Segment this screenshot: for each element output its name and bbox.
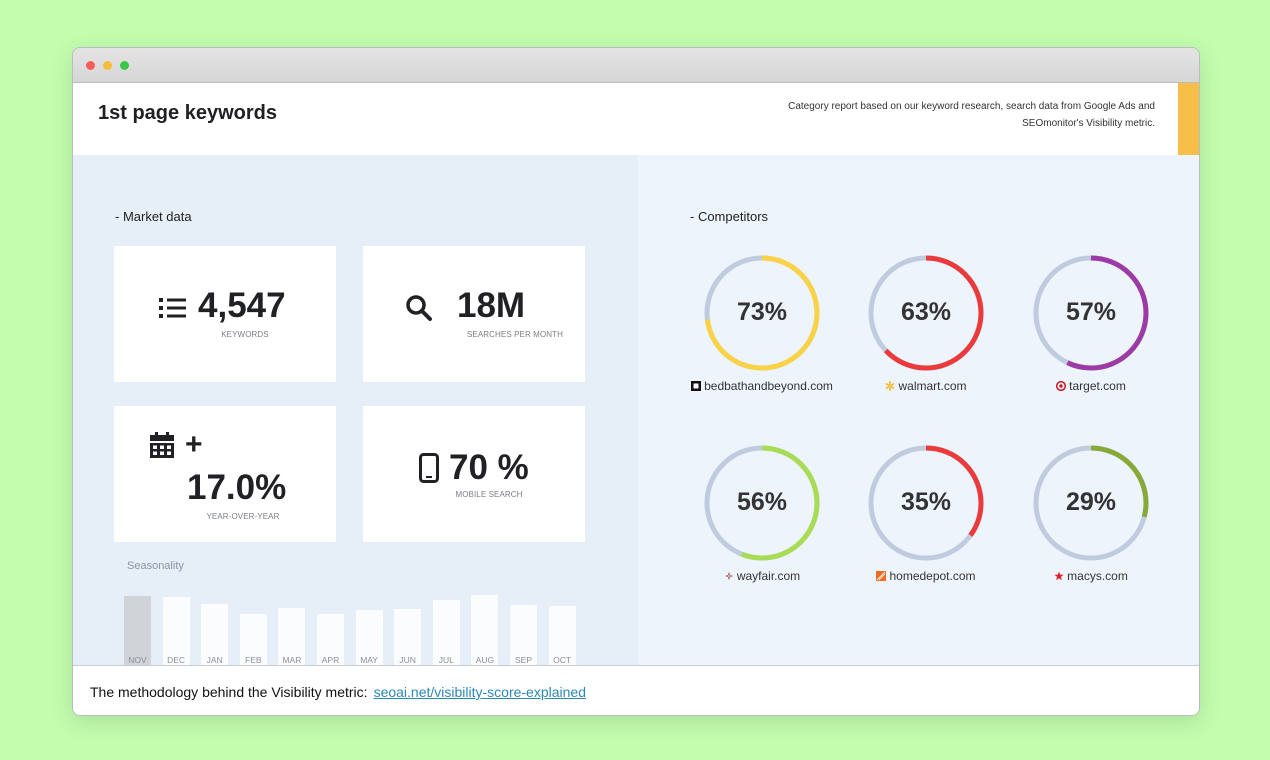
mobile-value: 70 % bbox=[449, 448, 529, 487]
walmart-spark-icon bbox=[886, 381, 895, 391]
mobile-label: MOBILE SEARCH bbox=[455, 490, 523, 499]
yoy-sign: + bbox=[185, 428, 203, 461]
seasonality-bar-oct bbox=[548, 606, 576, 665]
target-bullseye-icon bbox=[1056, 381, 1067, 391]
seasonality-month-label: OCT bbox=[553, 655, 572, 665]
competitor-donut bbox=[1033, 445, 1149, 561]
macys-star-icon bbox=[1054, 571, 1064, 581]
donut-arc-walmart bbox=[868, 255, 984, 371]
seasonality-month-label: MAY bbox=[360, 655, 378, 665]
competitor-domain: target.com bbox=[1006, 379, 1176, 393]
donut-arc-homedepot bbox=[868, 445, 984, 561]
competitor-percent: 57% bbox=[1065, 298, 1117, 326]
window-titlebar bbox=[73, 48, 1199, 83]
seasonality-month-label: DEC bbox=[167, 655, 186, 665]
seasonality-month-label: JUL bbox=[438, 655, 454, 665]
browser-window: 1st page keywords Category report based … bbox=[72, 47, 1200, 716]
header-description: Category report based on our keyword res… bbox=[715, 98, 1155, 132]
bedbath-favicon-icon bbox=[691, 381, 702, 391]
competitor-domain-text: bedbathandbeyond.com bbox=[704, 379, 833, 393]
donut-arc-target bbox=[1033, 255, 1149, 371]
competitor-percent: 29% bbox=[1065, 488, 1117, 516]
competitor-domain-text: target.com bbox=[1069, 379, 1126, 393]
homedepot-logo-icon bbox=[876, 571, 887, 581]
competitor-donut bbox=[1033, 255, 1149, 371]
competitor-domain: walmart.com bbox=[841, 379, 1011, 393]
keywords-value: 4,547 bbox=[198, 286, 286, 325]
minimize-window-button[interactable] bbox=[103, 61, 112, 70]
yoy-value: 17.0% bbox=[187, 468, 287, 507]
footer-text: The methodology behind the Visibility me… bbox=[90, 684, 586, 700]
searches-label: SEARCHES PER MONTH bbox=[466, 330, 564, 339]
competitors-panel: - Competitors 73% bedbathandbeyond.com 63%… bbox=[638, 155, 1199, 665]
seasonality-bar-may bbox=[355, 609, 383, 665]
seasonality-month-label: MAR bbox=[282, 655, 302, 665]
competitor-domain-text: walmart.com bbox=[898, 379, 967, 393]
seasonality-bar-aug bbox=[471, 595, 499, 665]
competitors-label: - Competitors bbox=[690, 209, 769, 224]
list-icon bbox=[159, 298, 186, 318]
seasonality-month-label: NOV bbox=[128, 655, 147, 665]
seasonality-month-label: FEB bbox=[245, 655, 262, 665]
competitor-domain: wayfair.com bbox=[677, 569, 847, 583]
seasonality-bar-apr bbox=[317, 613, 344, 665]
mobile-icon bbox=[419, 453, 439, 483]
seasonality-month-label: APR bbox=[321, 655, 340, 665]
seasonality-bar-nov bbox=[124, 596, 151, 665]
header-description-line1: Category report based on our keyword res… bbox=[788, 101, 1155, 112]
seasonality-bar-feb bbox=[239, 613, 267, 665]
seasonality-bar-sep bbox=[510, 605, 537, 665]
seasonality-month-label: JUN bbox=[399, 655, 416, 665]
seasonality-bar-mar bbox=[278, 607, 306, 665]
footer: The methodology behind the Visibility me… bbox=[73, 665, 1199, 715]
report-header: 1st page keywords Category report based … bbox=[73, 83, 1199, 155]
seasonality-label: Seasonality bbox=[127, 560, 184, 572]
wayfair-pinwheel-icon bbox=[724, 572, 733, 580]
competitor-domain: bedbathandbeyond.com bbox=[677, 379, 847, 393]
maximize-window-button[interactable] bbox=[120, 61, 129, 70]
footer-methodology-text: The methodology behind the Visibility me… bbox=[90, 684, 368, 700]
yoy-label: YEAR-OVER-YEAR bbox=[206, 512, 280, 521]
competitor-percent: 56% bbox=[736, 488, 788, 516]
donut-arc-macys bbox=[1033, 445, 1149, 561]
competitor-donut bbox=[704, 255, 820, 371]
market-data-panel: - Market data 4,547 KEYWORDS 18M SEARCHE… bbox=[73, 155, 638, 665]
donut-arc-wayfair bbox=[704, 445, 820, 561]
competitor-domain-text: macys.com bbox=[1067, 569, 1128, 583]
seasonality-bar-jul bbox=[432, 600, 460, 665]
search-icon bbox=[406, 295, 432, 321]
seasonality-month-label: JAN bbox=[206, 655, 223, 665]
competitor-domain-text: wayfair.com bbox=[736, 569, 801, 583]
competitor-donut bbox=[868, 445, 984, 561]
accent-bar bbox=[1178, 83, 1199, 155]
mobile-card: 70 % MOBILE SEARCH bbox=[363, 406, 585, 542]
competitor-percent: 73% bbox=[736, 298, 788, 326]
competitor-domain-text: homedepot.com bbox=[889, 569, 976, 583]
calendar-icon bbox=[150, 432, 174, 458]
searches-card: 18M SEARCHES PER MONTH bbox=[363, 246, 585, 382]
seasonality-bar-dec bbox=[162, 597, 190, 665]
visibility-score-link[interactable]: seoai.net/visibility-score-explained bbox=[373, 684, 586, 700]
market-data-label: - Market data bbox=[115, 209, 192, 224]
competitor-domain: macys.com bbox=[1006, 569, 1176, 583]
keywords-card: 4,547 KEYWORDS bbox=[114, 246, 336, 382]
close-window-button[interactable] bbox=[86, 61, 95, 70]
header-description-line2: SEOmonitor's Visibility metric. bbox=[1022, 118, 1155, 129]
searches-value: 18M bbox=[457, 286, 526, 325]
yoy-card: + 17.0% YEAR-OVER-YEAR bbox=[114, 406, 336, 542]
seasonality-bar-jan bbox=[201, 604, 229, 665]
donut-arc-bedbathandbeyond bbox=[704, 255, 820, 371]
keywords-label: KEYWORDS bbox=[221, 330, 269, 339]
competitor-donut bbox=[868, 255, 984, 371]
seasonality-month-label: AUG bbox=[475, 655, 495, 665]
competitor-donut bbox=[704, 445, 820, 561]
competitor-percent: 35% bbox=[900, 488, 952, 516]
competitor-percent: 63% bbox=[900, 298, 952, 326]
seasonality-bar-jun bbox=[394, 608, 422, 665]
competitor-domain: homedepot.com bbox=[841, 569, 1011, 583]
seasonality-month-label: SEP bbox=[514, 655, 532, 665]
page-title: 1st page keywords bbox=[98, 102, 277, 124]
